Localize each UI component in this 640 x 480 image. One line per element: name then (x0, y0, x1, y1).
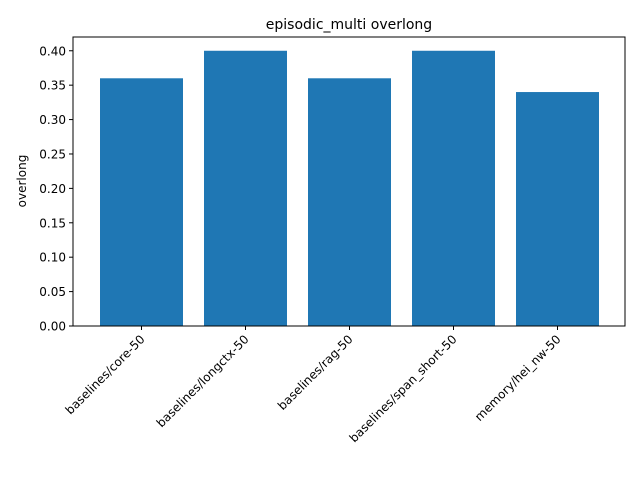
y-tick-label-4: 0.20 (39, 182, 66, 196)
y-tick-label-5: 0.25 (39, 147, 66, 161)
bar-1 (204, 50, 287, 327)
chart-title: episodic_multi overlong (266, 17, 432, 33)
y-tick-label-7: 0.35 (39, 79, 66, 93)
bars-group (100, 50, 599, 327)
y-tick-label-2: 0.10 (39, 251, 66, 265)
y-axis: 0.00 0.05 0.10 0.15 0.20 0.25 0.30 0.35 0.40 (39, 44, 73, 334)
y-tick-label-3: 0.15 (39, 216, 66, 230)
bar-4 (516, 92, 599, 326)
y-tick-label-6: 0.30 (39, 113, 66, 127)
bar-2 (308, 78, 391, 327)
y-tick-label-1: 0.05 (39, 285, 66, 299)
y-tick-label-0: 0.00 (39, 320, 66, 334)
y-axis-label: overlong (15, 155, 29, 208)
bar-0 (100, 78, 183, 327)
y-tick-label-8: 0.40 (39, 44, 66, 58)
plot-frame (72, 36, 626, 327)
bar-3 (412, 50, 495, 327)
